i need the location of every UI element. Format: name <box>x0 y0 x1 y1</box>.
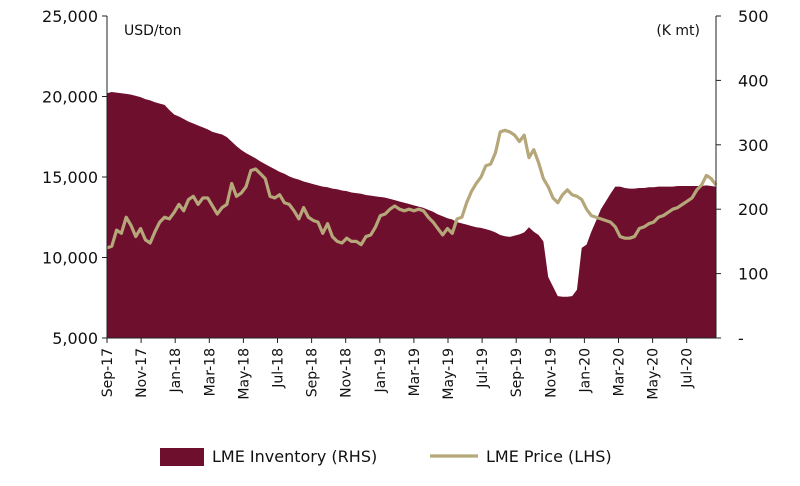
x-tick-label: Mar-18 <box>202 348 218 396</box>
y-right-tick-label: - <box>738 329 744 348</box>
x-tick-label: Mar-20 <box>612 348 628 396</box>
y-left-tick-label: 15,000 <box>42 168 98 187</box>
y-left-tick-label: 25,000 <box>42 7 98 26</box>
y-right-tick-label: 300 <box>738 136 769 155</box>
x-tick-label: Jan-20 <box>577 348 593 393</box>
legend-swatch-inventory <box>160 448 204 466</box>
x-tick-label: Jan-18 <box>168 348 184 393</box>
y-left-axis-label: USD/ton <box>124 23 182 39</box>
y-left-tick-label: 10,000 <box>42 249 98 268</box>
y-right-axis-label: (K mt) <box>656 23 700 39</box>
y-right-tick-label: 200 <box>738 200 769 219</box>
series-line-price <box>106 128 718 250</box>
x-tick-label: Nov-18 <box>339 348 355 398</box>
x-tick-label: Jan-19 <box>373 348 389 393</box>
series-area-inventory <box>107 91 716 339</box>
x-tick-label: Nov-19 <box>543 348 559 398</box>
x-tick-label: Jul-18 <box>271 348 287 389</box>
x-tick-label: Jul-20 <box>680 348 696 389</box>
x-tick-label: Jul-19 <box>475 348 491 389</box>
legend: LME Inventory (RHS) LME Price (LHS) <box>160 447 612 466</box>
y-left-tick-label: 5,000 <box>52 329 98 348</box>
y-right-tick-label: 500 <box>738 7 769 26</box>
legend-label-price: LME Price (LHS) <box>486 447 612 466</box>
x-tick-label: Sep-18 <box>305 348 321 397</box>
y-right-tick-label: 400 <box>738 71 769 90</box>
x-tick-label: Sep-19 <box>509 348 525 397</box>
x-tick-label: Mar-19 <box>407 348 423 396</box>
y-right-tick-label: 100 <box>738 265 769 284</box>
x-tick-label: May-18 <box>236 348 252 400</box>
y-left-tick-label: 20,000 <box>42 88 98 107</box>
x-tick-label: Sep-17 <box>100 348 116 397</box>
x-tick-label: May-20 <box>646 348 662 400</box>
legend-label-inventory: LME Inventory (RHS) <box>212 447 377 466</box>
x-tick-label: May-19 <box>441 348 457 400</box>
plot-area <box>106 91 718 339</box>
x-tick-label: Nov-17 <box>134 348 150 398</box>
axes: USD/ton (K mt) 5,000 10,000 15,000 20,000 25… <box>42 7 769 400</box>
